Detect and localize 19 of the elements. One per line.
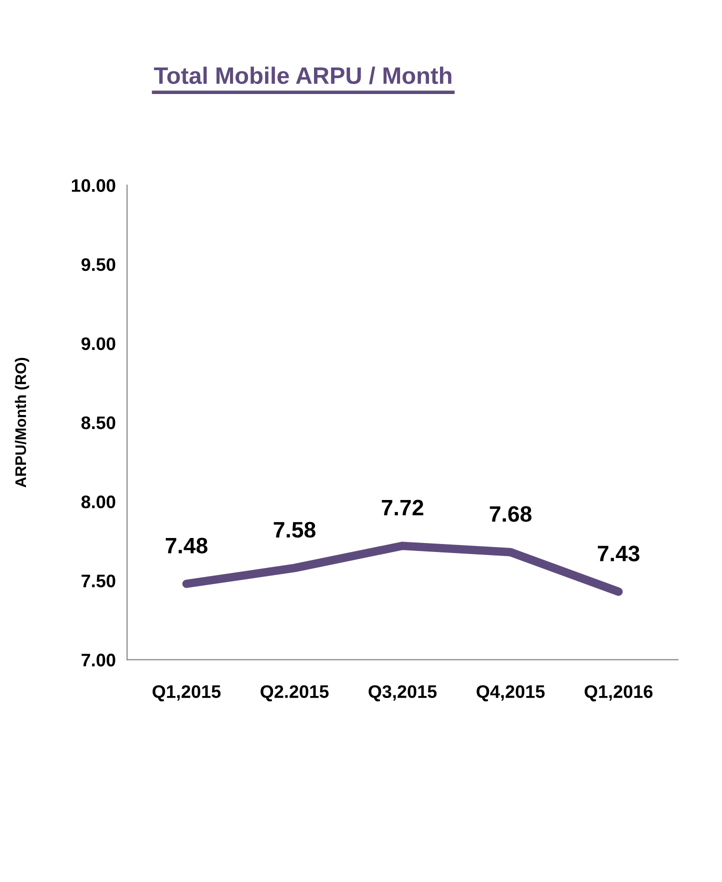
x-tick-label: Q1,2015	[152, 685, 221, 702]
data-label: 7.43	[598, 546, 640, 562]
y-tick-label: 9.50	[81, 258, 116, 272]
data-label: 7.58	[274, 522, 316, 538]
y-tick-label: 7.00	[82, 654, 116, 666]
x-tick-label: Q2.2015	[260, 685, 329, 702]
data-label: 7.68	[490, 506, 532, 522]
y-tick-label: 10.00	[72, 179, 116, 192]
y-tick-label: 7.50	[82, 574, 116, 588]
data-label: 7.48	[166, 538, 208, 554]
y-axis-title: ARPU/Month (RO)	[14, 358, 30, 488]
y-tick-label: 8.00	[81, 496, 116, 508]
data-label: 7.72	[382, 500, 424, 516]
x-tick-label: Q4,2015	[476, 685, 545, 702]
x-tick-label: Q1,2016	[584, 685, 653, 702]
chart-title: Total Mobile ARPU / Month	[154, 66, 452, 84]
x-tick-label: Q3,2015	[368, 685, 437, 702]
y-tick-label: 8.50	[81, 416, 116, 430]
y-tick-label: 9.00	[81, 337, 116, 350]
